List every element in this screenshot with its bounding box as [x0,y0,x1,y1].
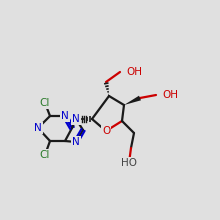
Text: O: O [102,126,110,136]
Text: Cl: Cl [40,150,50,160]
Text: N: N [72,137,80,147]
Text: OH: OH [126,67,142,77]
Text: HO: HO [121,158,137,168]
Text: N: N [72,114,80,124]
Text: N: N [34,123,42,133]
Text: Cl: Cl [40,98,50,108]
Text: OH: OH [162,90,178,100]
Text: N: N [61,111,69,121]
Polygon shape [124,96,141,105]
